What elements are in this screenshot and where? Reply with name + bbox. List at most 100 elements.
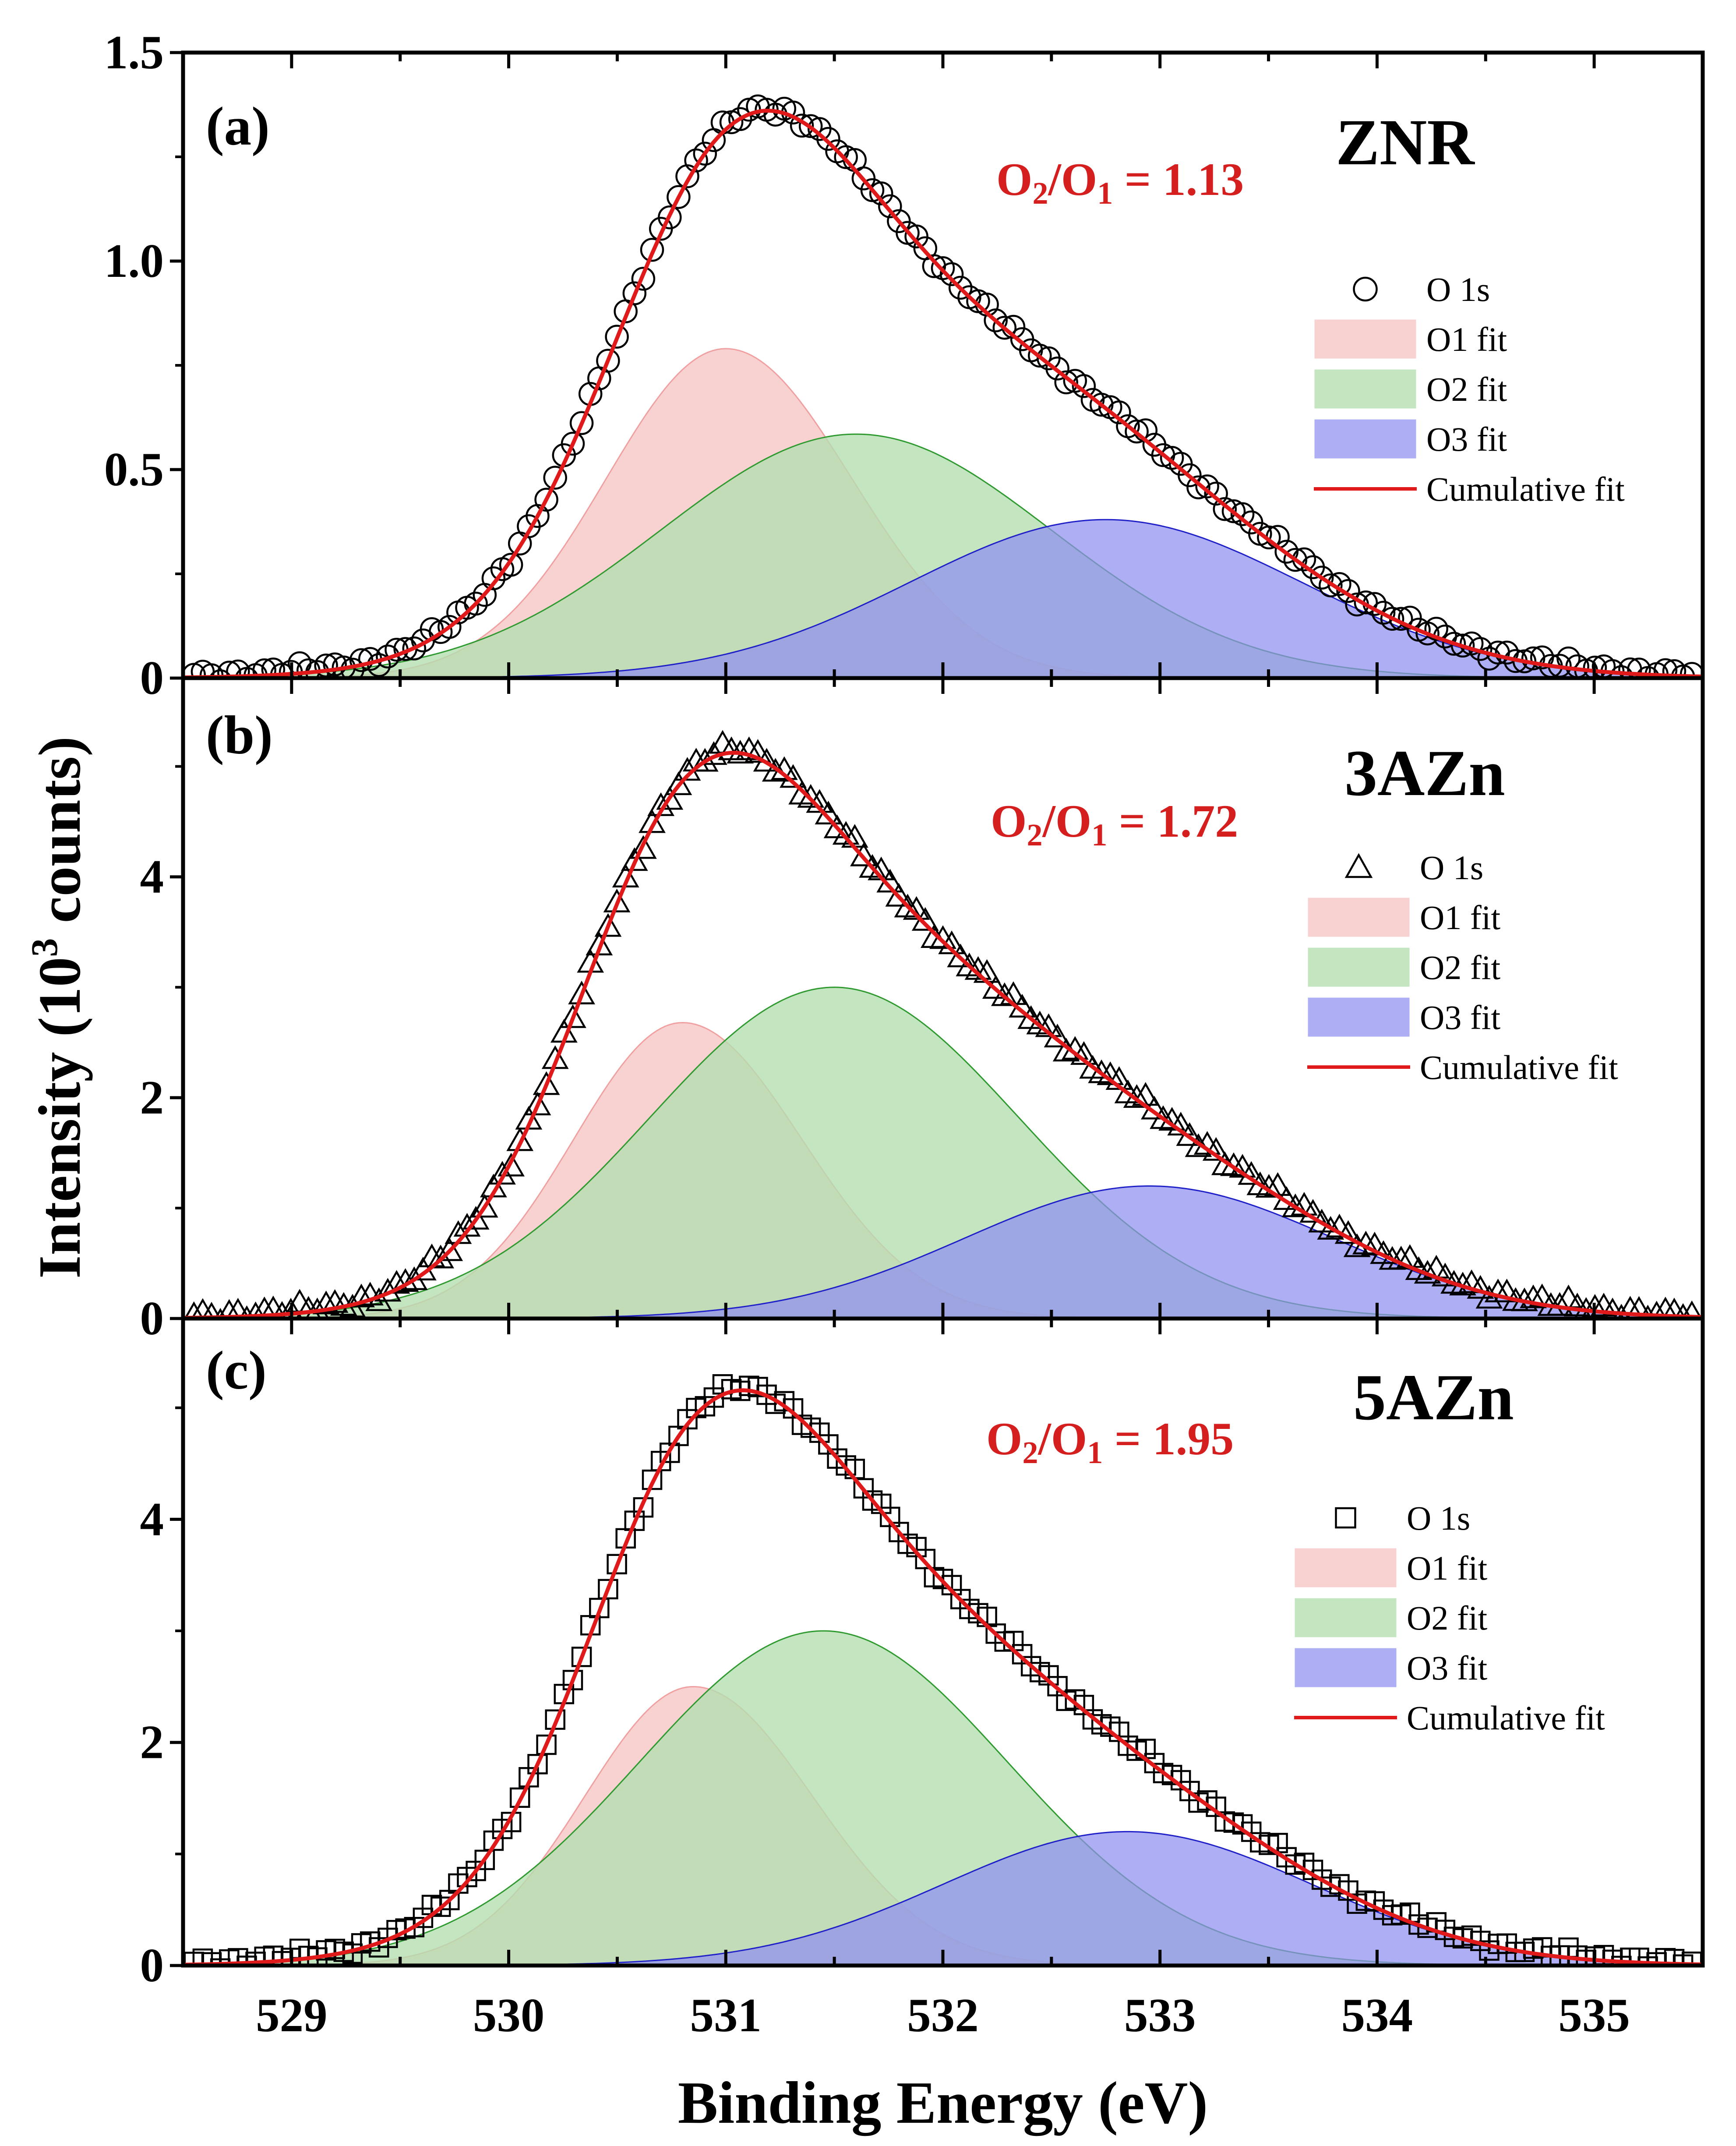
legend-label: O2 fit <box>1420 948 1500 986</box>
legend-label: O1 fit <box>1407 1549 1487 1587</box>
data-point <box>788 781 815 805</box>
legend-swatch-o1 <box>1293 1547 1398 1589</box>
data-point <box>561 431 585 456</box>
data-point <box>1204 481 1228 506</box>
data-point <box>218 1299 240 1319</box>
y-tick-label: 0 <box>140 1292 164 1345</box>
o1-fit-area <box>183 348 1703 678</box>
legend-label: O2 fit <box>1407 1599 1487 1637</box>
legend-label: O3 fit <box>1407 1649 1487 1687</box>
y-tick-label: 2 <box>140 1716 164 1769</box>
data-point <box>1319 573 1343 597</box>
data-point <box>1387 1245 1415 1269</box>
legend-label: O 1s <box>1420 849 1483 887</box>
data-point <box>904 224 928 248</box>
data-point <box>1380 607 1404 631</box>
data-point <box>1072 374 1096 398</box>
y-tick-label: 0 <box>140 1939 164 1992</box>
data-point <box>184 1301 204 1319</box>
data-point <box>569 411 594 435</box>
legend-marker-o1s <box>1353 276 1378 302</box>
data-point <box>312 1290 340 1315</box>
legend-label: Cumulative fit <box>1426 470 1625 508</box>
data-point <box>498 1153 525 1177</box>
data-point <box>991 982 1018 1006</box>
data-point <box>639 809 666 833</box>
legend-swatch-o2 <box>1313 368 1418 410</box>
data-point <box>665 771 692 795</box>
data-point <box>1662 659 1687 678</box>
data-point <box>1246 1171 1274 1195</box>
sample-name-label: 3AZn <box>1344 737 1505 810</box>
data-point <box>656 786 684 810</box>
data-point <box>621 847 648 871</box>
data-point <box>1195 474 1219 498</box>
data-point <box>684 148 708 173</box>
data-point <box>798 114 823 138</box>
data-point <box>562 1670 583 1690</box>
x-tick-label: 532 <box>907 1989 979 2042</box>
data-point <box>543 466 567 490</box>
plot-area <box>183 1374 1703 1966</box>
data-point <box>948 276 973 300</box>
data-point <box>252 1296 277 1319</box>
data-point <box>1354 590 1378 615</box>
data-point <box>1626 1296 1652 1319</box>
o3-fit-area <box>183 1831 1703 1966</box>
data-point <box>605 325 629 349</box>
data-point <box>208 669 232 678</box>
o1s-data-points <box>184 730 1702 1319</box>
legend-label: O 1s <box>1426 270 1490 308</box>
legend: O 1s O1 fit O2 fit O3 fit Cumulative fit <box>1306 849 1618 1086</box>
data-point <box>1617 1296 1643 1319</box>
data-point <box>1431 1262 1459 1287</box>
legend-label: O3 fit <box>1426 420 1507 458</box>
data-point <box>568 980 595 1004</box>
data-point <box>533 1071 560 1095</box>
legend-swatch-o2 <box>1293 1597 1398 1639</box>
x-axis-title: Binding Energy (eV) <box>678 2069 1208 2136</box>
data-point <box>834 145 858 169</box>
data-point <box>471 1194 498 1218</box>
legend-swatch-o3 <box>1293 1647 1398 1689</box>
legend-label: O2 fit <box>1426 370 1507 408</box>
data-point <box>279 1297 303 1319</box>
data-point <box>1681 1300 1702 1319</box>
data-point <box>603 888 631 912</box>
data-point <box>859 854 886 878</box>
o2-fit-area <box>183 987 1703 1319</box>
data-point <box>885 883 913 907</box>
data-point <box>252 658 276 678</box>
data-point <box>349 648 374 672</box>
data-point <box>464 591 488 616</box>
o2-o1-ratio-label: O2/O1 = 1.95 <box>986 1413 1234 1470</box>
legend-label: O3 fit <box>1420 998 1500 1036</box>
data-point <box>509 1787 530 1808</box>
legend-swatch-o1 <box>1306 896 1411 938</box>
y-tick-label: 1.0 <box>104 234 164 287</box>
legend-label: O1 fit <box>1420 898 1500 937</box>
data-point <box>383 1270 410 1294</box>
sample-name-label: ZNR <box>1336 106 1475 179</box>
data-point <box>728 107 752 131</box>
data-point <box>630 835 657 859</box>
data-point <box>295 1296 321 1319</box>
y-tick-label: 0.5 <box>104 443 164 496</box>
data-point <box>1281 1193 1309 1217</box>
data-point <box>1475 1285 1503 1309</box>
data-point <box>506 1127 534 1151</box>
data-point <box>982 975 1009 999</box>
data-point <box>878 194 902 219</box>
data-point <box>524 1092 551 1116</box>
data-point <box>489 1161 516 1185</box>
panel-a: 0 0.5 1.0 1.5 (a) ZNR O2/O1 = 1.13 O 1s O1 fit O2… <box>104 26 1705 704</box>
data-point <box>622 281 647 305</box>
data-point <box>894 894 921 918</box>
panel-letter: (c) <box>206 1340 267 1401</box>
data-point <box>499 552 523 577</box>
data-point <box>1150 1105 1177 1129</box>
x-tick-label: 533 <box>1124 1989 1196 2042</box>
legend: O 1s O1 fit O2 fit O3 fit Cumulative fit <box>1293 1499 1605 1737</box>
data-point <box>1520 1284 1547 1308</box>
